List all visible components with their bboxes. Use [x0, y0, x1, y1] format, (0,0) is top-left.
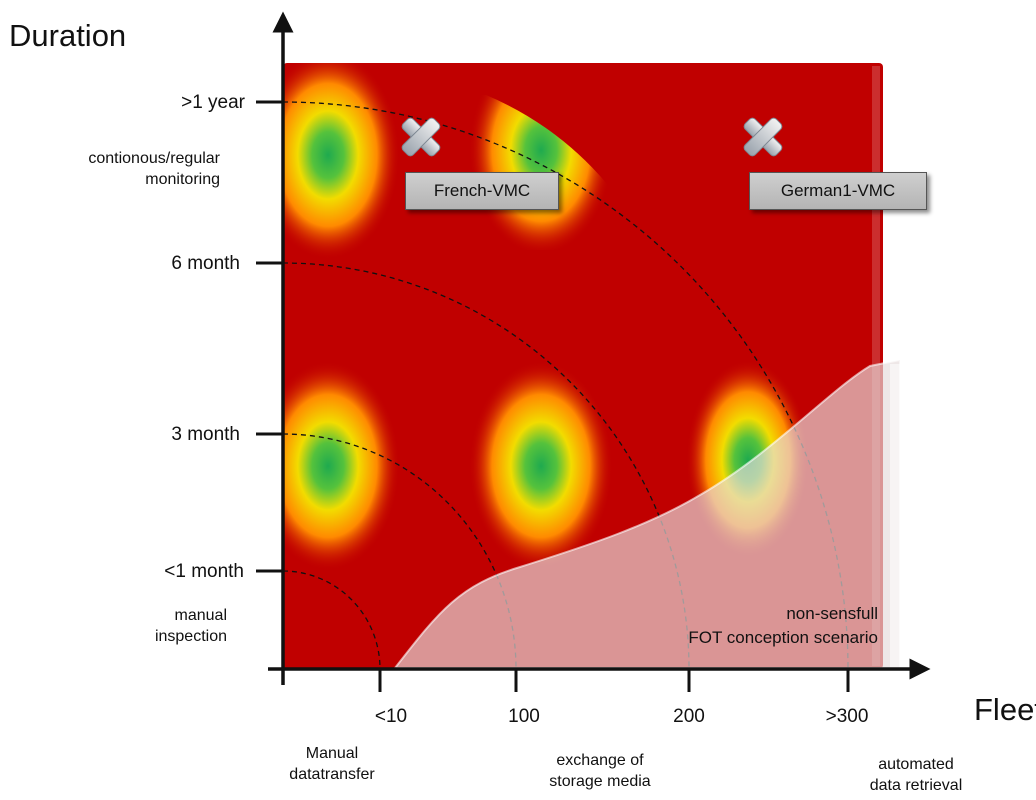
panel-shadow	[266, 68, 283, 668]
y-tick-label: <1 month	[164, 561, 244, 582]
marker-label-german1-vmc: German1-VMC	[749, 172, 927, 210]
arc-3-month	[282, 433, 517, 670]
y-note-manual-inspection: manual inspection	[154, 607, 227, 645]
x-axis-title: Fleet	[974, 692, 1036, 727]
y-tick-label: >1 year	[181, 92, 245, 113]
y-axis-ticks	[256, 100, 283, 573]
x-tick-label: >300	[825, 706, 869, 727]
hotspot-top-left	[283, 63, 400, 260]
x-note-manual-datatransfer: Manual datatransfer	[289, 745, 375, 783]
x-mark-icon	[743, 117, 783, 157]
x-mark-icon	[401, 117, 441, 157]
y-tick-label: 6 month	[171, 253, 240, 274]
excluded-region	[392, 358, 901, 669]
x-axis-ticks	[378, 669, 850, 692]
x-tick-label: <10	[374, 706, 408, 727]
y-tick-label: 3 month	[171, 424, 240, 445]
x-tick-label: 100	[508, 706, 540, 727]
x-note-exchange-storage-media: exchange of storage media	[549, 752, 651, 790]
arc-1-year	[282, 101, 849, 670]
x-note-automated-data-retrieval: automated data retrieval	[869, 756, 963, 794]
marker-label-french-vmc: French-VMC	[405, 172, 559, 210]
arc-less-than-1-month	[282, 570, 381, 670]
excluded-region-edge	[890, 364, 906, 668]
excluded-region-label: non-sensfull FOT conception scenario	[688, 604, 878, 647]
y-note-monitoring: contionous/regular monitoring	[88, 150, 220, 188]
x-tick-label: 200	[673, 706, 705, 727]
hotspot-bottom-middle	[469, 361, 613, 571]
hotspot-bottom-left	[283, 361, 400, 571]
y-axis-title: Duration	[9, 18, 127, 53]
